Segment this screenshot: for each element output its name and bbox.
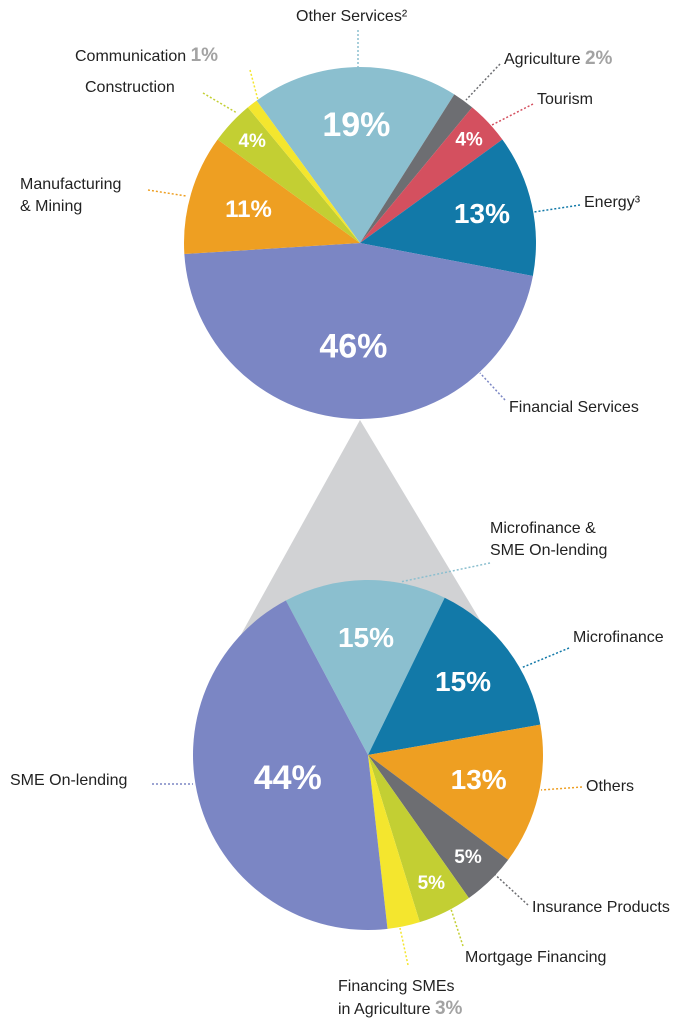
category-name: SME On-lending [10, 772, 128, 789]
category-name: Financial Services [509, 399, 639, 416]
slice-label: Communication 1% [75, 45, 218, 68]
value-label: 5% [418, 873, 446, 894]
pie-slice [285, 580, 445, 755]
value-label: 13% [451, 764, 507, 795]
pie-slice [184, 139, 360, 255]
value-label: 15% [435, 666, 491, 697]
category-name: Agriculture [504, 51, 581, 68]
value-label: 1% [190, 45, 219, 66]
leader-line [465, 63, 501, 101]
pie-slice [360, 94, 473, 243]
category-name: Construction [85, 79, 175, 96]
slice-label: SME On-lending [10, 770, 127, 792]
pie-slice [217, 107, 360, 243]
leader-line [399, 927, 409, 966]
slice-label: Construction [85, 77, 175, 99]
category-name: Microfinance [573, 629, 664, 646]
slice-label: Financing SMEs in Agriculture 3% [338, 976, 462, 1021]
slice-label: Insurance Products [532, 897, 670, 919]
category-name: Energy³ [584, 194, 641, 211]
slice-label: Tourism [537, 89, 593, 111]
category-name: Financing SMEs in Agriculture [338, 978, 455, 1018]
leader-line [520, 647, 570, 669]
slice-label: Mortgage Financing [465, 947, 606, 969]
category-name: Insurance Products [532, 899, 670, 916]
connector [238, 420, 492, 640]
category-name: Communication [75, 48, 187, 65]
slice-label: Manufacturing & Mining [20, 174, 121, 218]
leader-line [449, 905, 464, 947]
value-label: 11% [225, 196, 272, 223]
pie-slice [193, 600, 388, 930]
value-label: 44% [254, 759, 322, 797]
slice-label: Energy³ [584, 192, 640, 214]
category-name: Other Services² [296, 8, 408, 25]
pie-slice [184, 243, 533, 420]
pie-slice [256, 66, 455, 243]
leader-line [249, 69, 259, 101]
category-name: Others [586, 778, 635, 795]
category-name: Microfinance & SME On-lending [490, 520, 608, 559]
category-name: Tourism [537, 91, 594, 108]
value-label: 46% [319, 327, 387, 365]
leader-line [479, 372, 506, 401]
pie-slice [368, 724, 543, 860]
value-label: 13% [454, 198, 510, 229]
category-name: Manufacturing & Mining [20, 176, 122, 215]
pie-slice [368, 755, 469, 923]
leader-line [533, 204, 581, 213]
pie-slice [360, 107, 503, 243]
pie-slice [360, 139, 537, 276]
value-label: 19% [322, 106, 390, 144]
slice-label: Microfinance [573, 627, 664, 649]
value-label: 2% [584, 48, 613, 69]
pie-slice [368, 755, 509, 899]
value-label: 4% [238, 131, 266, 152]
category-name: Mortgage Financing [465, 949, 607, 966]
pie-slice [368, 597, 541, 755]
value-label: 3% [434, 998, 463, 1019]
value-label: 15% [338, 622, 394, 653]
slice-label: Agriculture 2% [504, 48, 612, 71]
value-label: 4% [455, 130, 483, 151]
slice-label: Others [586, 776, 634, 798]
value-label: 5% [454, 847, 482, 868]
leader-line [399, 562, 491, 583]
pie-slice [247, 100, 360, 243]
leader-line [489, 103, 534, 127]
slice-label: Microfinance & SME On-lending [490, 518, 607, 562]
leader-line [540, 786, 583, 791]
leader-line [147, 189, 187, 197]
leader-line [489, 869, 529, 906]
slice-label: Financial Services [509, 397, 639, 419]
pie-slice [368, 755, 420, 929]
slice-label: Other Services² [296, 6, 407, 28]
leader-line [202, 92, 238, 114]
